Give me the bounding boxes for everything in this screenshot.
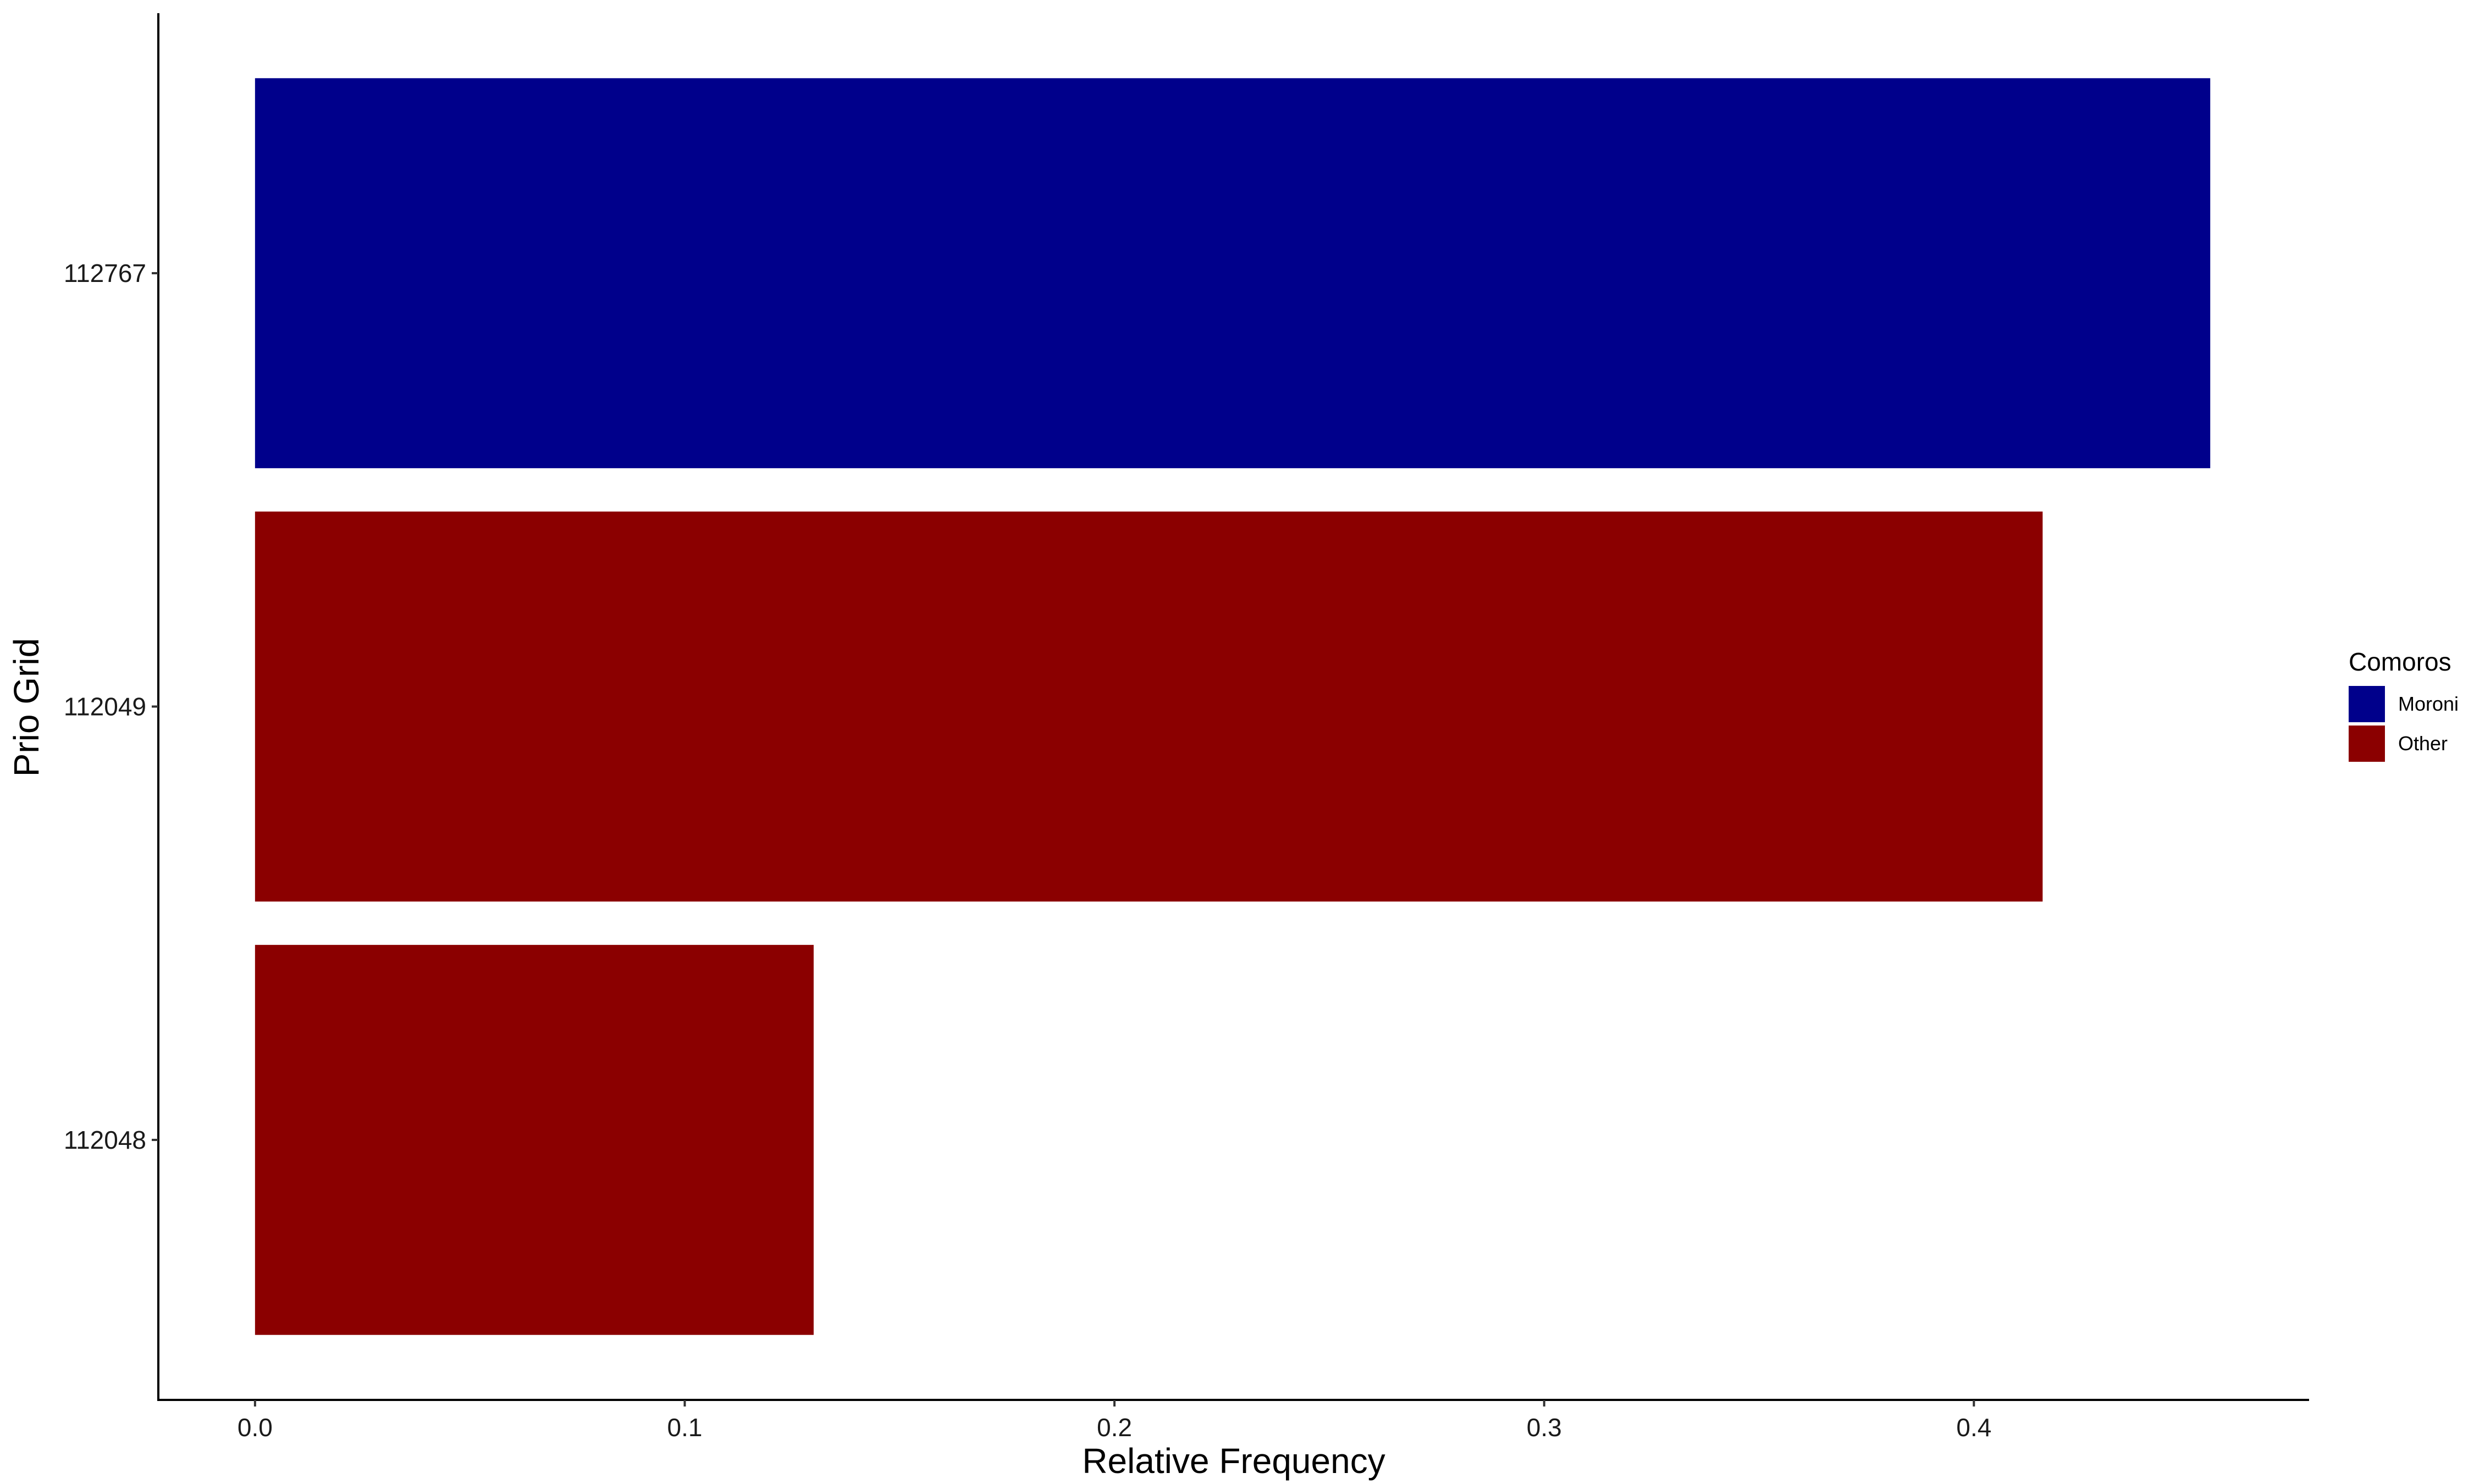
y-tick-label-112049: 112049 [64, 693, 146, 721]
bars-layer [255, 78, 2211, 1335]
legend-swatch-moroni [2349, 686, 2385, 722]
bar-112049 [255, 511, 2043, 902]
x-ticks-layer: 0.0 0.1 0.2 0.3 0.4 [238, 1400, 1991, 1442]
bar-112048 [255, 945, 814, 1335]
legend-title: Comoros [2349, 647, 2451, 676]
legend-swatch-other [2349, 726, 2385, 762]
legend-label-moroni: Moroni [2398, 693, 2459, 715]
x-tick-label-0.2: 0.2 [1097, 1413, 1132, 1442]
y-ticks-layer: 112048 112049 112767 [64, 259, 158, 1154]
y-tick-label-112767: 112767 [64, 259, 146, 287]
x-tick-label-0.0: 0.0 [238, 1413, 273, 1442]
legend: Comoros Moroni Other [2349, 647, 2459, 762]
x-tick-label-0.1: 0.1 [667, 1413, 703, 1442]
x-tick-label-0.3: 0.3 [1527, 1413, 1562, 1442]
y-axis-title: Prio Grid [7, 638, 46, 777]
legend-label-other: Other [2398, 732, 2448, 755]
legend-items: Moroni Other [2349, 686, 2459, 762]
y-tick-label-112048: 112048 [64, 1126, 146, 1154]
x-tick-label-0.4: 0.4 [1956, 1413, 1991, 1442]
bar-112767 [255, 78, 2211, 468]
x-axis-title: Relative Frequency [1082, 1441, 1385, 1481]
